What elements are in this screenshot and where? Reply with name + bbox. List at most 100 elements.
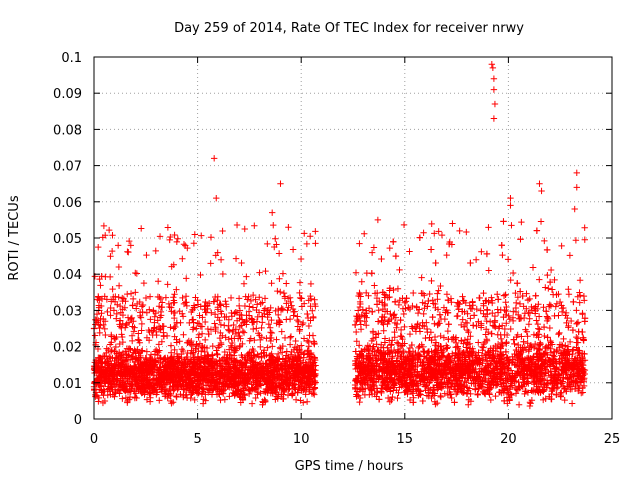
- data-point: [301, 349, 308, 357]
- data-point: [261, 310, 268, 318]
- data-point: [160, 332, 167, 339]
- data-point: [285, 304, 292, 311]
- data-point: [203, 376, 210, 384]
- data-point: [247, 371, 254, 379]
- data-point: [217, 256, 225, 263]
- data-point: [140, 279, 148, 287]
- data-point: [235, 295, 243, 302]
- data-point: [307, 303, 314, 310]
- data-point: [220, 383, 227, 391]
- data-point: [286, 315, 294, 323]
- data-point: [111, 298, 119, 305]
- data-point: [279, 270, 287, 277]
- data-point: [170, 294, 177, 301]
- data-point: [279, 342, 286, 350]
- data-point: [400, 221, 408, 229]
- data-point: [129, 337, 136, 345]
- data-point: [116, 302, 124, 310]
- data-point: [168, 263, 175, 270]
- data-point: [283, 300, 290, 307]
- data-point: [213, 347, 220, 354]
- data-point: [116, 317, 124, 324]
- data-point: [245, 390, 253, 398]
- data-point: [236, 315, 243, 322]
- data-point: [296, 294, 304, 302]
- data-point: [171, 346, 178, 354]
- data-point: [463, 228, 470, 236]
- data-point: [225, 346, 233, 353]
- data-point: [129, 374, 136, 382]
- data-point: [191, 396, 198, 404]
- data-point: [179, 294, 186, 302]
- data-point: [437, 332, 444, 340]
- data-point: [169, 366, 177, 374]
- data-point: [526, 315, 533, 322]
- data-point: [284, 306, 291, 314]
- data-point: [102, 273, 109, 280]
- data-points-layer: [90, 61, 589, 410]
- data-point: [107, 312, 114, 319]
- data-point: [114, 242, 122, 249]
- data-point: [303, 398, 311, 405]
- data-point: [251, 336, 258, 344]
- data-point: [109, 232, 116, 239]
- data-point: [236, 323, 243, 331]
- data-point: [233, 221, 241, 229]
- data-point: [156, 354, 164, 361]
- data-point: [244, 296, 251, 303]
- data-point: [541, 237, 548, 245]
- data-point: [568, 400, 576, 407]
- data-point: [371, 282, 378, 289]
- data-point: [486, 318, 494, 325]
- data-point: [137, 225, 145, 232]
- data-point: [99, 399, 107, 407]
- data-point: [193, 325, 200, 332]
- data-point: [152, 247, 159, 255]
- data-point: [275, 311, 282, 319]
- data-point: [506, 316, 513, 323]
- data-point: [307, 280, 315, 288]
- data-point: [221, 354, 228, 361]
- data-point: [102, 331, 109, 339]
- data-point: [196, 362, 204, 370]
- data-point: [303, 240, 311, 248]
- data-point: [186, 362, 193, 370]
- data-point: [207, 326, 215, 333]
- data-point: [207, 260, 214, 267]
- data-point: [166, 236, 173, 244]
- data-point: [142, 294, 150, 302]
- data-point: [304, 310, 311, 318]
- data-point: [164, 281, 171, 288]
- data-point: [138, 320, 146, 328]
- data-point: [261, 396, 268, 403]
- data-point: [161, 381, 168, 388]
- data-point: [126, 393, 134, 401]
- data-point: [214, 293, 222, 300]
- data-point: [251, 352, 258, 359]
- data-point: [153, 331, 160, 339]
- data-point: [480, 289, 487, 297]
- data-point: [253, 301, 261, 308]
- data-point: [170, 357, 178, 364]
- data-point: [118, 331, 125, 338]
- data-point: [273, 241, 280, 248]
- data-point: [251, 222, 258, 229]
- data-point: [273, 336, 280, 343]
- data-point: [235, 329, 242, 336]
- data-point: [295, 377, 302, 385]
- data-point: [253, 325, 260, 332]
- data-point: [299, 321, 306, 328]
- data-point: [216, 342, 223, 349]
- data-point: [297, 255, 305, 263]
- data-point: [107, 304, 114, 312]
- data-point: [375, 307, 382, 314]
- data-point: [255, 309, 263, 316]
- data-point: [216, 317, 223, 324]
- data-point: [294, 313, 301, 320]
- data-point: [162, 358, 169, 365]
- data-point: [561, 396, 568, 404]
- data-point: [101, 325, 108, 333]
- data-point: [414, 309, 422, 317]
- data-point: [311, 356, 319, 364]
- data-point: [170, 387, 177, 394]
